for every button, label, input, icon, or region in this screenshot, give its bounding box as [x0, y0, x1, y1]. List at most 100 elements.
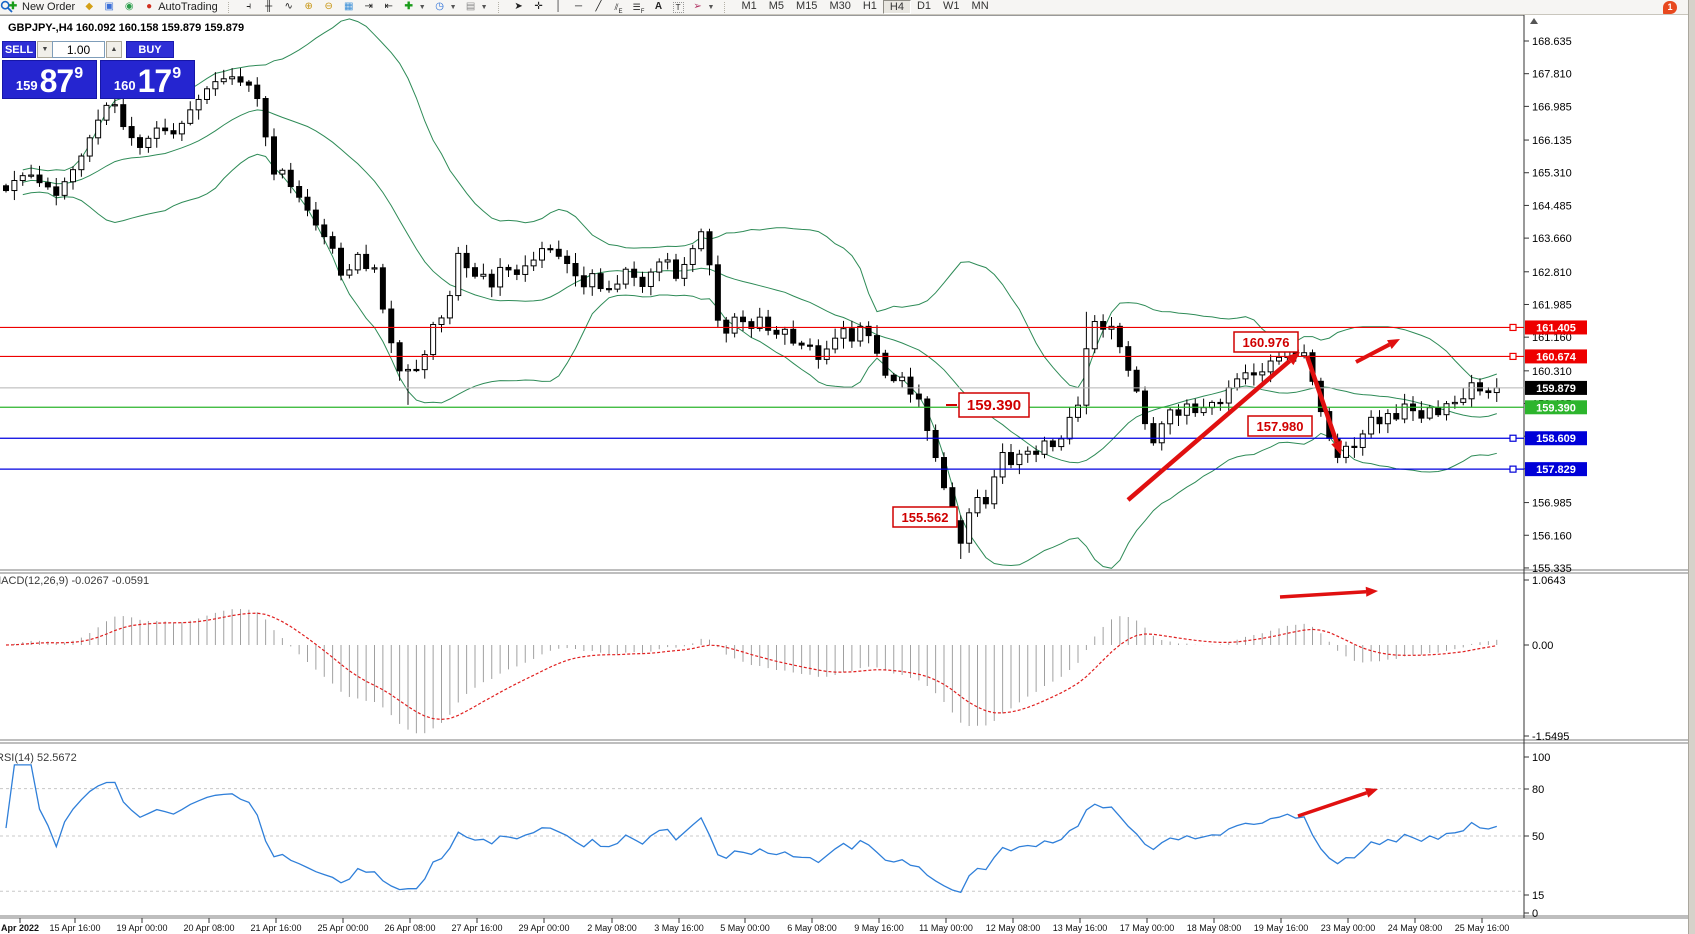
- candle-bull: [1167, 409, 1174, 425]
- candle-bull: [480, 273, 487, 277]
- timeframe-button-h1[interactable]: H1: [862, 0, 877, 12]
- price-axis-badge-label: 157.829: [1536, 464, 1576, 476]
- vline-button[interactable]: │: [549, 0, 569, 14]
- label-button[interactable]: T: [669, 0, 688, 14]
- price-annotation-box[interactable]: [892, 506, 958, 528]
- cursor-button[interactable]: ➤: [509, 0, 529, 14]
- candle-bear: [304, 196, 311, 211]
- zoom-out-button[interactable]: ⊖: [319, 0, 339, 14]
- trend-arrow-head[interactable]: [1387, 339, 1400, 350]
- candle-bear: [413, 368, 420, 372]
- text-button[interactable]: A: [649, 0, 669, 14]
- volume-down-stepper[interactable]: ▼: [37, 41, 53, 58]
- time-axis-label: 18 May 08:00: [1187, 923, 1242, 933]
- line-drag-handle[interactable]: [1509, 352, 1517, 361]
- trend-arrow-head[interactable]: [1365, 586, 1378, 597]
- buy-button[interactable]: BUY: [126, 41, 174, 58]
- search-button[interactable]: [0, 0, 1659, 14]
- trend-arrow-head[interactable]: [1331, 440, 1342, 455]
- bar-chart-button[interactable]: ⫞: [239, 0, 259, 14]
- timeframe-button-m30[interactable]: M30: [829, 0, 851, 12]
- line-drag-handle[interactable]: [1509, 465, 1517, 473]
- autotrading-button[interactable]: ● AutoTrading: [139, 0, 222, 14]
- price-annotation-box[interactable]: [958, 392, 1030, 418]
- candle-bear: [388, 308, 395, 344]
- candle-bear: [1049, 440, 1056, 448]
- timeframe-button-m1[interactable]: M1: [741, 0, 757, 12]
- buy-price-button[interactable]: 160 17 9: [100, 60, 195, 99]
- price-axis-badge: [1525, 380, 1587, 395]
- timeframe-button-h4[interactable]: H4: [882, 0, 911, 14]
- rsi-axis-label: 15: [1532, 890, 1544, 902]
- trend-arrow-shaft[interactable]: [1279, 589, 1367, 599]
- volume-input[interactable]: [52, 41, 105, 58]
- candle-bull: [1401, 403, 1408, 420]
- candle-chart-button[interactable]: ╫: [259, 0, 279, 14]
- price-annotation-box[interactable]: [1233, 331, 1299, 353]
- candle-bear: [287, 169, 294, 188]
- trend-arrow-shaft[interactable]: [1304, 355, 1339, 443]
- candle-bear: [957, 520, 964, 544]
- trend-arrow-head[interactable]: [1286, 352, 1300, 366]
- trend-arrow-head[interactable]: [1365, 788, 1378, 798]
- trend-arrow-shaft[interactable]: [1355, 342, 1391, 364]
- scroll-up-icon[interactable]: [1530, 18, 1538, 24]
- timeframe-button-m5[interactable]: M5: [768, 0, 785, 12]
- line-drag-handle[interactable]: [1509, 434, 1517, 442]
- trend-arrow-shaft[interactable]: [1297, 791, 1368, 818]
- candle-bear: [1376, 416, 1383, 425]
- auto-scroll-button[interactable]: ⇤: [379, 0, 399, 14]
- trend-arrow-shaft[interactable]: [1126, 359, 1292, 502]
- channel-button[interactable]: ⫽E: [609, 0, 629, 15]
- line-drag-handle[interactable]: [1509, 323, 1517, 332]
- macd-label: MACD(12,26,9) -0.0267 -0.0591: [0, 575, 150, 587]
- timeframe-button-d1[interactable]: D1: [916, 0, 932, 12]
- terminal-button[interactable]: ▣: [99, 0, 119, 14]
- candle-bull: [1368, 416, 1375, 435]
- sell-button[interactable]: SELL: [2, 41, 36, 58]
- chart-shift-button[interactable]: ⇥: [359, 0, 379, 14]
- add-indicator-button[interactable]: ✚ ▼: [399, 0, 430, 14]
- tile-windows-button[interactable]: ▦: [339, 0, 359, 14]
- candle-bull: [756, 316, 763, 329]
- timeframe-button-mn[interactable]: MN: [971, 0, 989, 12]
- buy-price-main: 17: [137, 63, 173, 99]
- candle-bull: [103, 104, 110, 121]
- candle-bull: [1259, 371, 1266, 376]
- candle-bull: [1200, 407, 1207, 414]
- timeframe-button-w1[interactable]: W1: [943, 0, 960, 12]
- candle-bull: [966, 512, 973, 544]
- candle-bear: [1485, 390, 1492, 394]
- candle-bull: [220, 78, 227, 83]
- notifications-button[interactable]: 1: [1659, 0, 1681, 14]
- new-order-button[interactable]: ✚ New Order: [3, 0, 79, 14]
- candle-bull: [1301, 352, 1308, 357]
- arrows-button[interactable]: ➢ ▼: [688, 0, 719, 14]
- volume-up-stepper[interactable]: ▲: [106, 41, 122, 58]
- trendline-button[interactable]: ╱: [589, 0, 609, 14]
- price-annotation-box[interactable]: [1247, 415, 1313, 437]
- crosshair-button[interactable]: ✛: [529, 0, 549, 14]
- toolbar-separator: [724, 1, 729, 13]
- hline-button[interactable]: ─: [569, 0, 589, 14]
- candle-bull: [899, 376, 906, 382]
- sell-price-button[interactable]: 159 87 9: [2, 60, 97, 99]
- line-chart-button[interactable]: ∿: [279, 0, 299, 14]
- zoom-in-button[interactable]: ⊕: [299, 0, 319, 14]
- chart-profile-button[interactable]: ◆: [79, 0, 99, 14]
- signals-button[interactable]: ◉: [119, 0, 139, 14]
- timeframe-button-m15[interactable]: M15: [796, 0, 818, 12]
- candle-bull: [974, 497, 981, 514]
- candle-bull: [446, 295, 453, 319]
- period-button[interactable]: ◷ ▼: [430, 0, 461, 14]
- price-axis-tick-label: 156.160: [1532, 530, 1572, 542]
- candle-bear: [723, 319, 730, 334]
- candle-bear: [639, 276, 646, 287]
- template-button[interactable]: ▤ ▼: [461, 0, 492, 14]
- candle-bear: [1418, 410, 1425, 419]
- time-axis-label: 20 Apr 08:00: [183, 923, 234, 933]
- fibonacci-button[interactable]: ☰F: [629, 0, 649, 15]
- time-axis-label: 9 May 16:00: [854, 923, 904, 933]
- candle-bull: [212, 81, 219, 90]
